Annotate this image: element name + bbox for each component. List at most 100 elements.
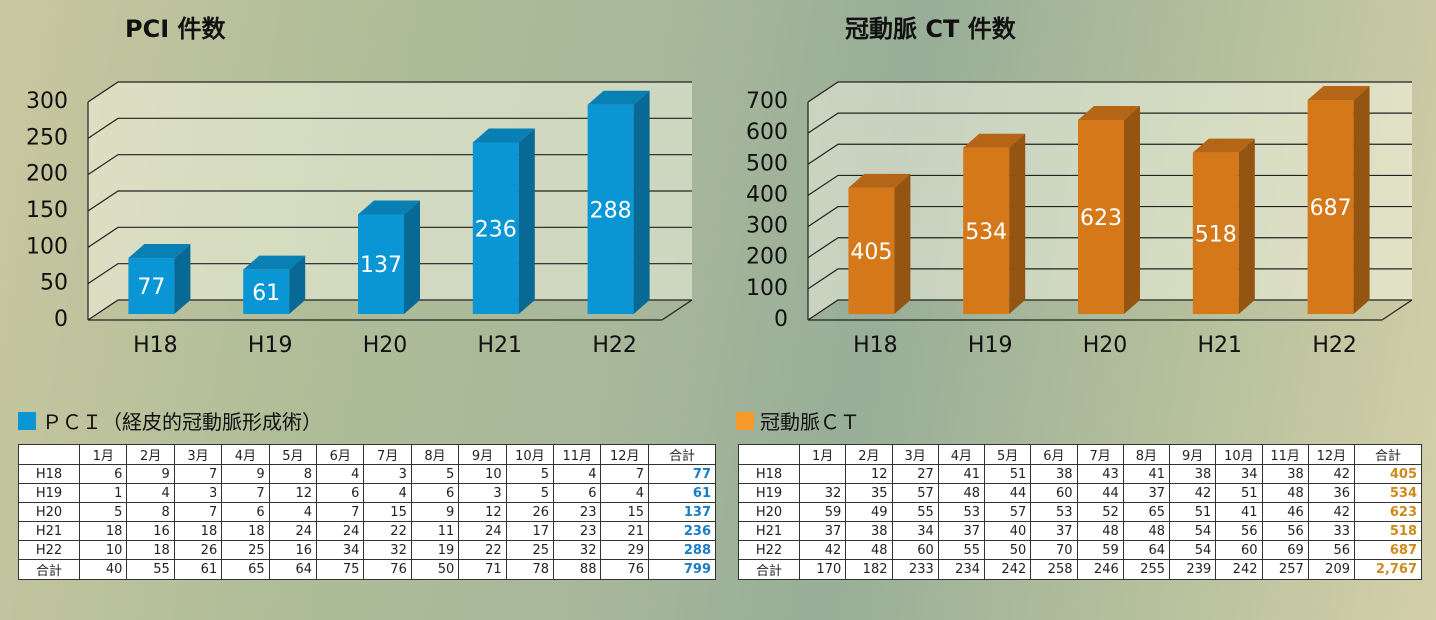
cell: 6 [554,484,601,503]
value-label: 77 [137,275,165,300]
cell: 18 [127,541,174,560]
cell: 59 [800,503,846,522]
cell: 51 [1216,484,1262,503]
cell: 64 [1123,541,1169,560]
ct-table: 1月2月3月4月5月6月7月8月9月10月11月12月合計H1812274151… [738,444,1422,580]
cell: 32 [554,541,601,560]
total-cell: 518 [1355,522,1422,541]
cell: 48 [1262,484,1308,503]
table-title-row: ＰＣＩ（経皮的冠動脈形成術） [18,406,322,435]
cell: 239 [1170,560,1216,580]
cell: 17 [506,522,553,541]
cell: 37 [938,522,984,541]
cell: 23 [554,503,601,522]
header-cell: 9月 [1170,445,1216,465]
y-tick-label: 50 [40,271,68,296]
cell: 6 [222,503,269,522]
bar-side [1354,86,1370,314]
table-row: H181227415138434138343842405 [739,465,1422,484]
bar-side [1239,139,1255,314]
cell: 55 [127,560,174,580]
cell: 7 [222,484,269,503]
cell: 75 [317,560,364,580]
cell: 38 [1170,465,1216,484]
cell: 49 [846,503,892,522]
cell: 33 [1308,522,1354,541]
x-tick-label: H21 [478,333,523,358]
cell: 24 [269,522,316,541]
row-label: H22 [739,541,800,560]
cell: 59 [1077,541,1123,560]
table-title: ＰＣＩ（経皮的冠動脈形成術） [42,406,322,435]
cell: 7 [601,465,649,484]
y-tick-label: 200 [746,245,788,270]
header-cell: 11月 [554,445,601,465]
cell: 60 [1216,541,1262,560]
x-tick-label: H22 [1312,333,1357,358]
table-row: H22424860555070596454606956687 [739,541,1422,560]
value-label: 687 [1310,196,1352,221]
y-tick-label: 400 [746,182,788,207]
cell: 4 [317,465,364,484]
cell: 48 [1123,522,1169,541]
y-tick-label: 250 [26,125,68,150]
cell: 26 [174,541,221,560]
table-row: H20594955535753526551414642623 [739,503,1422,522]
y-tick-label: 0 [54,307,68,332]
floor-edge [662,300,692,320]
cell: 38 [1262,465,1308,484]
table-row: H21373834374037484854565633518 [739,522,1422,541]
bar-side [894,174,910,314]
x-tick-label: H18 [133,333,178,358]
total-cell: 534 [1355,484,1422,503]
cell: 65 [1123,503,1169,522]
cell: 5 [506,465,553,484]
header-cell: 4月 [938,445,984,465]
header-cell: 7月 [364,445,411,465]
cell: 40 [985,522,1031,541]
cell: 1 [80,484,127,503]
cell: 16 [127,522,174,541]
page: PCI 件数050100150200250300H18H19H20H21H227… [0,0,1436,620]
cell: 38 [846,522,892,541]
cell: 12 [846,465,892,484]
cell: 24 [459,522,506,541]
row-label: H20 [19,503,80,522]
table-title: 冠動脈ＣＴ [760,406,860,435]
header-cell: 合計 [649,445,716,465]
table-row: 合計1701822332342422582462552392422572092,… [739,560,1422,580]
cell: 4 [601,484,649,503]
cell: 65 [222,560,269,580]
cell: 25 [222,541,269,560]
cell: 57 [985,503,1031,522]
cell: 55 [892,503,938,522]
cell: 233 [892,560,938,580]
cell: 257 [1262,560,1308,580]
cell: 76 [601,560,649,580]
header-cell: 12月 [1308,445,1354,465]
table-row: H2058764715912262315137 [19,503,716,522]
bar-side [519,129,535,314]
cell: 36 [1308,484,1354,503]
y-tick-label: 600 [746,120,788,145]
x-tick-label: H18 [853,333,898,358]
total-cell: 405 [1355,465,1422,484]
cell: 34 [892,522,938,541]
y-tick-label: 100 [26,234,68,259]
cell: 18 [222,522,269,541]
cell: 78 [506,560,553,580]
total-cell: 687 [1355,541,1422,560]
total-cell: 236 [649,522,716,541]
cell: 246 [1077,560,1123,580]
cell: 9 [127,465,174,484]
table-title-row: 冠動脈ＣＴ [736,406,860,435]
cell: 234 [938,560,984,580]
cell: 42 [1170,484,1216,503]
bar-side [1124,106,1140,314]
row-label: 合計 [19,560,80,580]
table-row: H21181618182424221124172321236 [19,522,716,541]
table-row: H18697984351054777 [19,465,716,484]
cell: 8 [269,465,316,484]
